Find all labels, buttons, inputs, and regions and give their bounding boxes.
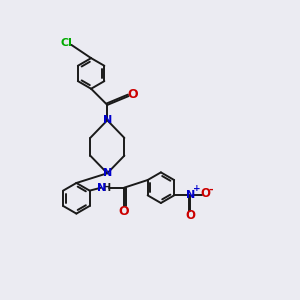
Text: N: N [186,190,195,200]
Text: H: H [102,183,110,193]
Text: O: O [185,209,195,222]
Text: N: N [103,115,112,125]
Text: Cl: Cl [60,38,72,48]
Text: O: O [200,188,210,200]
Text: -: - [209,184,213,194]
Text: O: O [128,88,138,101]
Text: O: O [119,205,129,218]
Text: N: N [103,168,112,178]
Text: N: N [98,183,106,193]
Text: +: + [193,184,201,194]
